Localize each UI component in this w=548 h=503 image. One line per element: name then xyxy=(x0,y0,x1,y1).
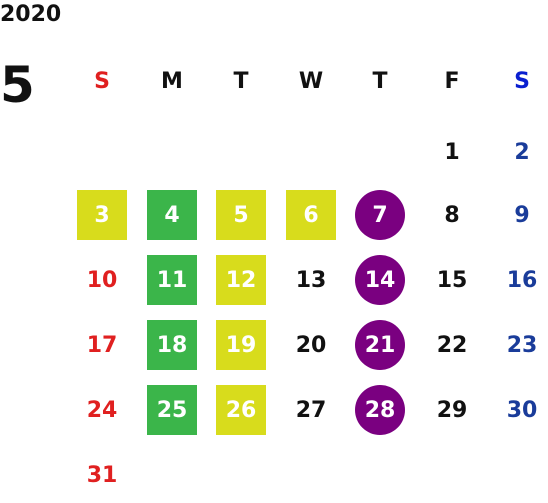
day-cell-6[interactable]: 6 xyxy=(286,190,336,240)
day-cell-2[interactable]: 2 xyxy=(514,139,530,165)
day-cell-24[interactable]: 24 xyxy=(86,397,118,423)
day-cell-20[interactable]: 20 xyxy=(295,332,327,358)
day-cell-3[interactable]: 3 xyxy=(77,190,127,240)
weekday-header-wed: W xyxy=(298,68,324,94)
day-cell-18[interactable]: 18 xyxy=(147,320,197,370)
day-cell-26[interactable]: 26 xyxy=(216,385,266,435)
weekday-header-tue: T xyxy=(233,68,249,94)
day-cell-4[interactable]: 4 xyxy=(147,190,197,240)
day-cell-12[interactable]: 12 xyxy=(216,255,266,305)
day-cell-5[interactable]: 5 xyxy=(216,190,266,240)
day-cell-22[interactable]: 22 xyxy=(436,332,468,358)
month-label: 5 xyxy=(0,56,35,114)
day-cell-17[interactable]: 17 xyxy=(86,332,118,358)
day-cell-23[interactable]: 23 xyxy=(506,332,538,358)
day-cell-21[interactable]: 21 xyxy=(355,320,405,370)
day-cell-10[interactable]: 10 xyxy=(86,267,118,293)
day-cell-16[interactable]: 16 xyxy=(506,267,538,293)
day-cell-25[interactable]: 25 xyxy=(147,385,197,435)
day-cell-15[interactable]: 15 xyxy=(436,267,468,293)
day-cell-29[interactable]: 29 xyxy=(436,397,468,423)
weekday-header-fri: F xyxy=(444,68,460,94)
day-cell-11[interactable]: 11 xyxy=(147,255,197,305)
day-cell-27[interactable]: 27 xyxy=(295,397,327,423)
weekday-header-mon: M xyxy=(161,68,183,94)
day-cell-9[interactable]: 9 xyxy=(514,202,530,228)
weekday-header-sun: S xyxy=(94,68,110,94)
day-cell-13[interactable]: 13 xyxy=(295,267,327,293)
day-cell-19[interactable]: 19 xyxy=(216,320,266,370)
year-label: 2020 xyxy=(0,2,62,27)
day-cell-31[interactable]: 31 xyxy=(86,462,118,488)
weekday-header-thu: T xyxy=(372,68,388,94)
day-cell-30[interactable]: 30 xyxy=(506,397,538,423)
day-cell-28[interactable]: 28 xyxy=(355,385,405,435)
day-cell-14[interactable]: 14 xyxy=(355,255,405,305)
day-cell-8[interactable]: 8 xyxy=(444,202,460,228)
day-cell-1[interactable]: 1 xyxy=(444,139,460,165)
weekday-header-sat: S xyxy=(514,68,530,94)
day-cell-7[interactable]: 7 xyxy=(355,190,405,240)
